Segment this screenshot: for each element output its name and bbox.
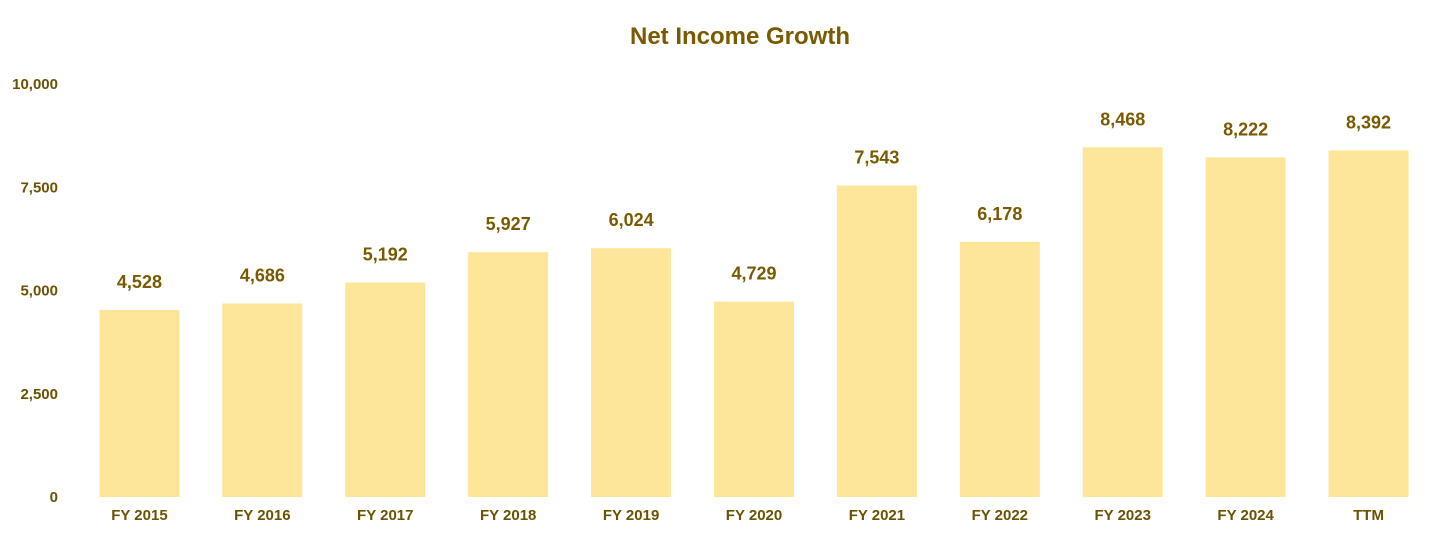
- data-label: 4,528: [117, 272, 162, 292]
- data-label: 8,468: [1100, 109, 1145, 129]
- bar-fy-2023: [1082, 147, 1163, 497]
- y-tick-label: 2,500: [20, 386, 58, 403]
- bar-fy-2022: [959, 241, 1040, 497]
- bar-ttm: [1328, 150, 1409, 497]
- chart-title: Net Income Growth: [630, 23, 850, 50]
- x-tick-label: FY 2018: [480, 507, 536, 524]
- data-label: 6,024: [609, 210, 654, 230]
- data-label: 4,686: [240, 265, 285, 285]
- bar-fy-2016: [222, 303, 303, 497]
- bar-fy-2024: [1205, 157, 1286, 497]
- y-tick-label: 5,000: [20, 283, 58, 300]
- bar-fy-2019: [591, 248, 672, 497]
- bar-fy-2021: [836, 185, 917, 497]
- data-label: 8,222: [1223, 119, 1268, 139]
- data-label: 8,392: [1346, 112, 1391, 132]
- data-label: 5,927: [486, 214, 531, 234]
- bar-fy-2018: [468, 252, 549, 497]
- x-tick-label: FY 2023: [1095, 507, 1151, 524]
- y-tick-label: 7,500: [20, 179, 58, 196]
- data-label: 4,729: [731, 264, 776, 284]
- x-tick-label: FY 2016: [234, 507, 290, 524]
- data-label: 5,192: [363, 245, 408, 265]
- x-tick-label: FY 2020: [726, 507, 782, 524]
- bar-fy-2017: [345, 282, 426, 497]
- data-label: 6,178: [977, 204, 1022, 224]
- data-label: 7,543: [854, 147, 899, 167]
- y-axis: 0 2,500 5,000 7,500 10,000: [12, 76, 58, 506]
- bars: [99, 147, 1409, 497]
- bar-fy-2020: [714, 301, 794, 497]
- x-tick-label: FY 2019: [603, 507, 659, 524]
- y-tick-label: 0: [50, 489, 58, 506]
- x-tick-label: FY 2024: [1217, 507, 1274, 524]
- x-tick-label: FY 2021: [849, 507, 905, 524]
- y-tick-label: 10,000: [12, 76, 58, 93]
- x-tick-label: FY 2022: [972, 507, 1028, 524]
- x-tick-label: FY 2017: [357, 507, 413, 524]
- bar-fy-2015: [99, 309, 180, 497]
- x-tick-label: TTM: [1353, 507, 1384, 524]
- x-axis: FY 2015 FY 2016 FY 2017 FY 2018 FY 2019 FY 20…: [111, 507, 1384, 524]
- x-tick-label: FY 2015: [111, 507, 167, 524]
- data-labels: 4,528 4,686 5,192 5,927 6,024 4,729 7,543 6,178…: [117, 109, 1391, 292]
